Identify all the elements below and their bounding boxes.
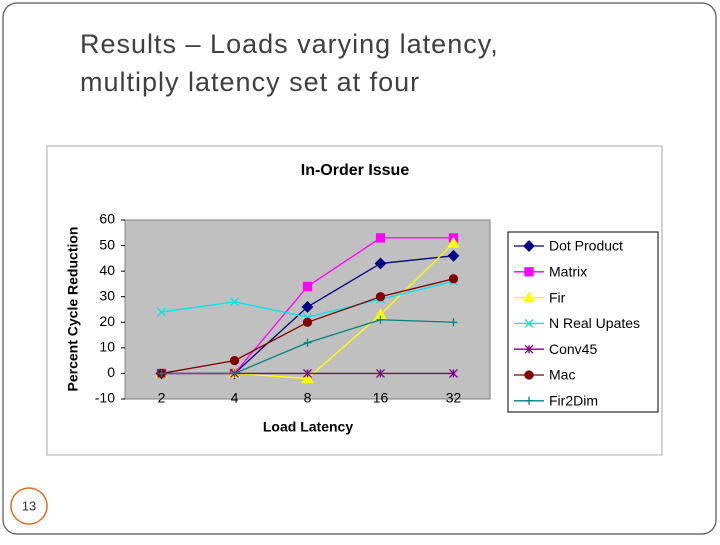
y-tick-label: 50 — [99, 236, 115, 252]
y-tick-label: 10 — [99, 339, 115, 355]
data-point — [301, 372, 314, 384]
legend-swatch-marker — [524, 318, 534, 328]
x-tick-label: 2 — [158, 390, 166, 406]
legend-box — [507, 231, 659, 413]
y-tick-label: 30 — [99, 287, 115, 303]
y-tick-label: -10 — [95, 390, 115, 406]
x-tick-label: 32 — [446, 390, 462, 406]
x-tick-label: 16 — [373, 390, 389, 406]
data-point — [375, 292, 386, 302]
slide-title: multiply latency set at four — [80, 67, 420, 97]
legend-label: Conv45 — [549, 341, 597, 357]
data-point — [229, 355, 240, 366]
data-point — [301, 301, 314, 313]
data-point — [447, 249, 460, 262]
data-point — [302, 281, 313, 292]
data-point — [447, 236, 460, 248]
legend-swatch-marker — [524, 267, 534, 277]
legend-swatch-marker — [525, 396, 533, 405]
legend-label: Matrix — [549, 264, 587, 280]
data-point — [376, 315, 385, 324]
data-point — [157, 307, 166, 317]
legend-label: Fir — [549, 289, 566, 305]
legend-label: Mac — [549, 367, 575, 383]
data-point — [230, 297, 239, 307]
y-tick-label: 0 — [107, 364, 115, 380]
slide-number: 13 — [22, 498, 36, 513]
x-tick-label: 8 — [304, 390, 312, 406]
data-point — [449, 368, 458, 378]
y-tick-label: 20 — [99, 313, 115, 329]
data-point — [303, 368, 312, 378]
data-point — [374, 257, 387, 270]
legend-swatch-marker — [524, 370, 534, 380]
legend-label: Dot Product — [549, 238, 623, 254]
data-point — [448, 274, 459, 284]
legend-label: N Real Upates — [549, 315, 640, 331]
legend-swatch-marker — [522, 291, 536, 303]
slide-number-badge — [10, 487, 48, 525]
data-point — [303, 338, 312, 347]
y-axis-label: Percent Cycle Reduction — [65, 227, 81, 392]
legend-swatch-marker — [523, 240, 535, 252]
x-tick-label: 4 — [231, 390, 239, 406]
data-point — [449, 318, 458, 327]
data-point — [376, 368, 385, 378]
data-point — [375, 233, 386, 243]
data-point — [230, 369, 239, 378]
y-tick-label: 40 — [99, 262, 115, 278]
x-axis-label: Load Latency — [263, 419, 353, 435]
slide-title: Results – Loads varying latency, — [80, 29, 499, 59]
legend-label: Fir2Dim — [549, 393, 598, 409]
y-tick-label: 60 — [99, 211, 115, 227]
data-point — [157, 369, 166, 378]
legend-swatch-marker — [524, 344, 534, 354]
chart-title: In-Order Issue — [301, 162, 410, 179]
data-point — [302, 317, 313, 327]
